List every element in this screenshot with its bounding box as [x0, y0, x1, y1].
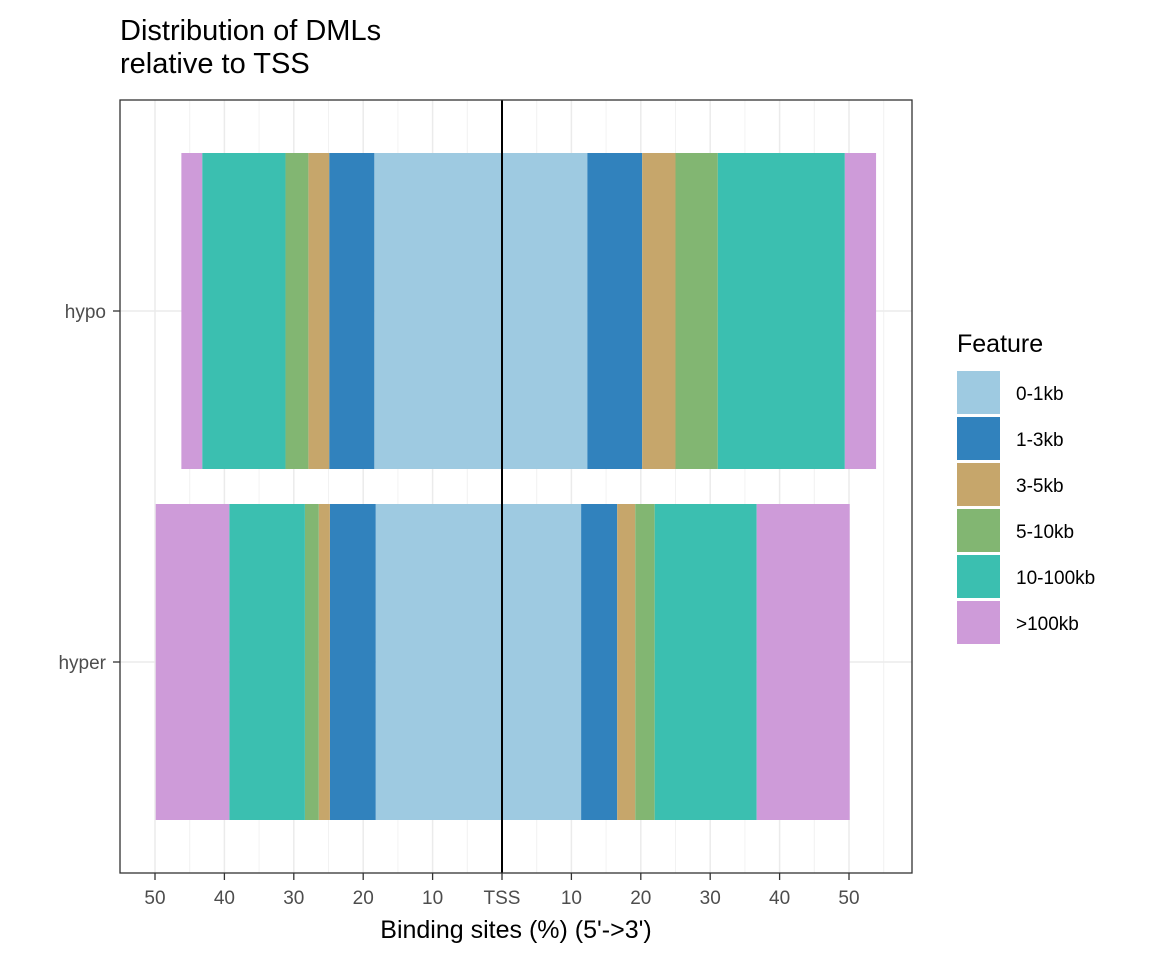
legend-label: 3-5kb — [1016, 476, 1064, 497]
legend-label: 5-10kb — [1016, 522, 1074, 543]
x-tick-label: 20 — [630, 888, 651, 909]
legend-label: 10-100kb — [1016, 568, 1095, 589]
legend-key — [957, 601, 1000, 644]
bar-hyper-upstream->100kb — [155, 504, 230, 820]
bar-hypo-upstream-0-1kb — [374, 153, 502, 469]
bar-hyper-upstream-3-5kb — [318, 504, 330, 820]
bar-hypo-downstream-0-1kb — [502, 153, 588, 469]
bar-hyper-upstream-10-100kb — [229, 504, 305, 820]
bar-hypo-downstream-3-5kb — [642, 153, 676, 469]
bar-hyper-downstream->100kb — [756, 504, 850, 820]
bar-hypo-downstream-5-10kb — [675, 153, 718, 469]
y-tick-label: hyper — [58, 653, 106, 674]
x-tick-label: 10 — [561, 888, 582, 909]
legend-key — [957, 509, 1000, 552]
x-tick-label: TSS — [484, 888, 521, 909]
legend-label: >100kb — [1016, 614, 1079, 635]
bar-hypo-upstream-5-10kb — [285, 153, 309, 469]
bar-hyper-upstream-0-1kb — [375, 504, 502, 820]
x-axis-label: Binding sites (%) (5'->3') — [380, 916, 651, 944]
legend-key — [957, 371, 1000, 414]
x-tick-label: 30 — [700, 888, 721, 909]
legend: Feature 0-1kb 1-3kb 3-5kb 5-10kb 10-100kb >100… — [957, 330, 1095, 644]
x-tick-label: 30 — [283, 888, 304, 909]
x-tick-label: 40 — [769, 888, 790, 909]
x-tick-label: 40 — [214, 888, 235, 909]
x-tick-label: 20 — [353, 888, 374, 909]
bar-hyper-downstream-0-1kb — [502, 504, 582, 820]
x-tick-label: 50 — [144, 888, 165, 909]
x-tick-label: 50 — [838, 888, 859, 909]
legend-key — [957, 555, 1000, 598]
plot-border — [119, 99, 913, 874]
bar-hypo-upstream-1-3kb — [329, 153, 375, 469]
bar-hypo-downstream-1-3kb — [587, 153, 643, 469]
bar-hypo-downstream-10-100kb — [717, 153, 845, 469]
chart-title-line: Distribution of DMLs — [120, 15, 381, 47]
chart-title-line: relative to TSS — [120, 48, 310, 80]
bar-hypo-downstream->100kb — [844, 153, 877, 469]
bar-hyper-upstream-5-10kb — [304, 504, 319, 820]
bar-hypo-upstream->100kb — [181, 153, 203, 469]
legend-title: Feature — [957, 330, 1043, 358]
legend-key — [957, 417, 1000, 460]
y-tick-label: hypo — [65, 302, 106, 323]
bar-hyper-downstream-3-5kb — [617, 504, 636, 820]
bar-hyper-downstream-1-3kb — [581, 504, 618, 820]
bar-hypo-upstream-10-100kb — [202, 153, 286, 469]
x-axis: 50 40 30 20 10 TSS 10 20 30 40 50 — [144, 873, 860, 909]
y-axis: hypo hyper — [58, 302, 120, 674]
bar-hypo-upstream-3-5kb — [308, 153, 330, 469]
bar-hyper-downstream-10-100kb — [654, 504, 757, 820]
x-tick-label: 10 — [422, 888, 443, 909]
legend-label: 1-3kb — [1016, 430, 1064, 451]
legend-label: 0-1kb — [1016, 384, 1064, 405]
bar-hyper-upstream-1-3kb — [329, 504, 376, 820]
bars — [155, 153, 877, 820]
bar-hyper-downstream-5-10kb — [635, 504, 655, 820]
legend-key — [957, 463, 1000, 506]
